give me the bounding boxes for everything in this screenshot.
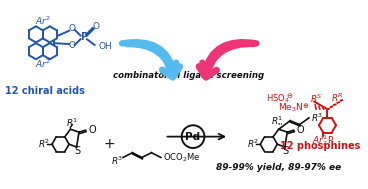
Text: +: +	[104, 137, 116, 151]
Text: $\mathit{R}^1$: $\mathit{R}^1$	[270, 115, 283, 127]
Text: 12 chiral acids: 12 chiral acids	[6, 86, 85, 96]
Text: $\mathit{R}^1$: $\mathit{R}^1$	[66, 116, 79, 129]
Text: $\mathit{Ar}^2$: $\mathit{Ar}^2$	[35, 14, 52, 27]
Text: $\ominus$: $\ominus$	[286, 91, 293, 100]
Text: $\mathit{R}^R$: $\mathit{R}^R$	[330, 92, 343, 104]
Text: Pd: Pd	[185, 132, 201, 142]
Text: $\mathit{R}^S$: $\mathit{R}^S$	[310, 93, 322, 105]
Text: S: S	[74, 146, 81, 156]
Text: $\mathit{R}^2$: $\mathit{R}^2$	[38, 138, 50, 150]
FancyArrowPatch shape	[199, 44, 254, 77]
Text: 12 phosphines: 12 phosphines	[280, 141, 360, 151]
Text: O: O	[68, 24, 75, 33]
Text: O: O	[88, 125, 96, 135]
Text: $\mathit{R}^3$: $\mathit{R}^3$	[111, 155, 124, 167]
Text: combinatorial ligand screening: combinatorial ligand screening	[113, 71, 264, 80]
Text: 89-99% yield, 89-97% ee: 89-99% yield, 89-97% ee	[216, 163, 341, 172]
Text: Me$_3$N: Me$_3$N	[278, 102, 304, 115]
Text: $\oplus$: $\oplus$	[302, 101, 309, 110]
Text: S: S	[283, 146, 289, 156]
Text: $\mathit{R}^3$: $\mathit{R}^3$	[311, 112, 323, 124]
FancyArrowPatch shape	[202, 42, 256, 72]
FancyArrowPatch shape	[122, 42, 176, 72]
Text: P: P	[79, 32, 87, 42]
FancyArrowPatch shape	[127, 44, 180, 77]
Text: $\mathit{Ar}^2$: $\mathit{Ar}^2$	[35, 58, 52, 70]
Text: O: O	[92, 22, 99, 31]
Text: OCO$_2$Me: OCO$_2$Me	[163, 151, 200, 164]
Text: $\mathit{Ar}^1_2$P: $\mathit{Ar}^1_2$P	[312, 133, 334, 148]
Text: O: O	[68, 41, 75, 50]
Text: O: O	[297, 125, 304, 135]
Text: OH: OH	[98, 42, 112, 51]
Text: ''': '''	[278, 122, 283, 129]
Text: HSO$_4$: HSO$_4$	[266, 92, 290, 105]
Text: $\mathit{R}^2$: $\mathit{R}^2$	[247, 138, 259, 150]
